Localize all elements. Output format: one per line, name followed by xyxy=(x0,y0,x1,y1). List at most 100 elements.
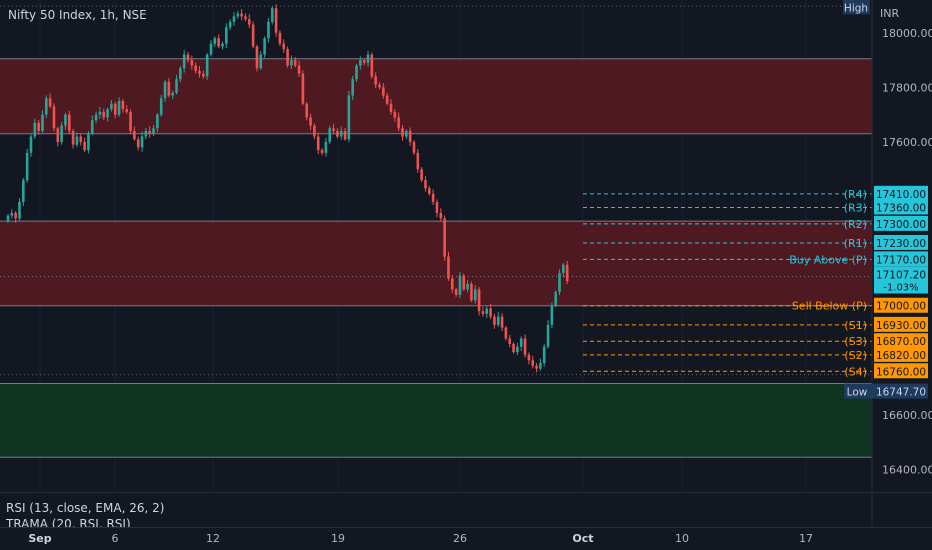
candle xyxy=(87,133,90,151)
candle xyxy=(316,136,320,151)
candle xyxy=(259,54,263,69)
candle xyxy=(558,272,561,293)
candle xyxy=(382,87,385,96)
price-tick-label: 17800.00 xyxy=(882,81,932,94)
candle xyxy=(182,54,186,69)
pivot-label: (R4) xyxy=(844,188,867,201)
candle xyxy=(473,289,477,301)
trama-indicator-label[interactable]: TRAMA (20, RSI, RSI) xyxy=(6,517,131,527)
candle xyxy=(236,13,240,17)
candle xyxy=(225,27,228,44)
candle xyxy=(41,114,44,132)
pivot-price-tag xyxy=(874,199,928,215)
candle xyxy=(217,38,220,47)
candle xyxy=(447,256,450,279)
pivot-price-tag xyxy=(874,234,928,250)
candle xyxy=(79,136,83,142)
candle xyxy=(454,289,458,295)
candle xyxy=(332,128,335,132)
candle xyxy=(477,289,481,312)
candle xyxy=(163,81,167,99)
candle xyxy=(282,43,286,50)
candle xyxy=(14,212,17,219)
time-tick-label: 6 xyxy=(111,532,119,545)
candle xyxy=(496,316,500,325)
candle xyxy=(546,324,550,347)
candle xyxy=(385,95,389,104)
candle xyxy=(428,188,431,194)
price-tick-label: 16400.00 xyxy=(882,464,932,477)
candle xyxy=(405,131,408,137)
candle xyxy=(29,136,33,153)
candle xyxy=(309,117,312,126)
candle xyxy=(519,338,523,347)
candle xyxy=(512,343,515,353)
pivot-price-tag-text: 17170.00 xyxy=(876,254,926,266)
price-tick-label: 18000.00 xyxy=(882,27,932,40)
candle xyxy=(10,212,14,216)
candle xyxy=(324,141,328,153)
candle xyxy=(359,60,362,66)
candle xyxy=(516,346,519,353)
pivot-price-tag-text: 16870.00 xyxy=(876,336,926,348)
candle xyxy=(370,54,374,77)
pivot-price-tag xyxy=(874,333,928,349)
candle xyxy=(33,122,37,137)
pivot-label: (S3) xyxy=(844,335,867,348)
low-tag xyxy=(844,383,928,399)
candle xyxy=(320,150,324,153)
candle xyxy=(470,283,473,301)
candle xyxy=(366,54,370,63)
candle xyxy=(313,125,316,137)
candle xyxy=(171,92,174,96)
pane-separator[interactable] xyxy=(0,492,932,493)
candle xyxy=(481,311,485,314)
low-tag-value: 16747.70 xyxy=(876,387,926,399)
time-tick-label: Oct xyxy=(572,532,594,545)
candle xyxy=(267,21,270,39)
candle xyxy=(531,360,535,366)
candle xyxy=(408,131,412,142)
candle xyxy=(554,292,557,306)
current-price-text: 17107.20 xyxy=(876,269,926,281)
candle xyxy=(274,8,278,33)
candle xyxy=(562,264,565,273)
candle xyxy=(328,128,332,142)
pivot-price-tag xyxy=(874,185,928,201)
candle xyxy=(152,128,155,134)
candle xyxy=(508,338,512,344)
rsi-indicator-label[interactable]: RSI (13, close, EMA, 26, 2) xyxy=(6,501,165,515)
candle xyxy=(270,8,274,22)
candle xyxy=(71,131,75,145)
pivot-price-tag-text: 17000.00 xyxy=(876,301,926,313)
candle xyxy=(228,21,232,28)
candle xyxy=(175,79,178,93)
candle xyxy=(179,68,182,80)
candle xyxy=(121,101,125,110)
candle xyxy=(190,60,194,66)
high-tag-text: High xyxy=(844,2,868,14)
candle xyxy=(305,103,309,118)
candle xyxy=(48,98,52,107)
pivot-price-tag-text: 17230.00 xyxy=(876,238,926,250)
pivot-price-tag xyxy=(874,363,928,379)
candle xyxy=(221,43,224,47)
candle xyxy=(18,202,21,219)
candle xyxy=(362,60,366,63)
time-axis[interactable]: Sep 6 12 19 26 Oct 10 17 xyxy=(0,527,932,550)
current-change-text: -1.03% xyxy=(883,282,918,293)
candle xyxy=(148,131,152,134)
candle xyxy=(301,73,305,104)
candle xyxy=(213,38,217,44)
candle xyxy=(244,16,247,20)
candle xyxy=(389,103,393,112)
candle xyxy=(205,54,209,77)
candle xyxy=(420,169,423,181)
candle xyxy=(355,65,358,80)
pivot-price-tag xyxy=(874,316,928,332)
price-tick-label: 17600.00 xyxy=(882,136,932,149)
candle xyxy=(67,114,71,132)
pivot-label: (S1) xyxy=(844,319,867,332)
candle xyxy=(542,346,546,364)
